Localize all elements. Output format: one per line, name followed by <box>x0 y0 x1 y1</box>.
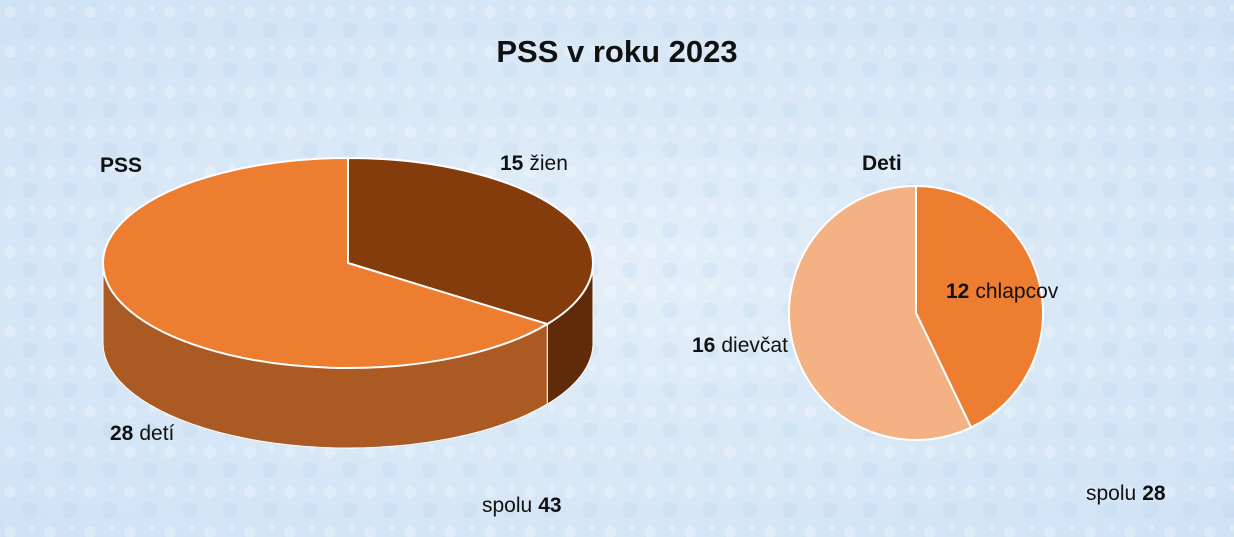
pie-slice <box>788 184 973 441</box>
total-value: 43 <box>538 494 561 517</box>
data-label-value: 28 <box>110 422 134 445</box>
pie-title: Deti <box>862 152 902 175</box>
data-label: 28 detí <box>110 422 175 445</box>
total-value: 28 <box>1142 482 1166 505</box>
data-label: 12 chlapcov <box>946 280 1059 303</box>
data-label: 15 žien <box>500 152 568 175</box>
total-text: spolu <box>1086 482 1136 505</box>
data-label-value: 15 <box>500 152 524 175</box>
data-label-category: žien <box>529 152 568 175</box>
data-label-value: 16 <box>692 334 715 357</box>
data-label: 16 dievčat <box>692 334 788 357</box>
page-title: PSS v roku 2023 <box>496 34 737 69</box>
pie-slice <box>915 184 1044 429</box>
pie-title: PSS <box>100 154 142 177</box>
total-text: spolu <box>482 494 532 517</box>
data-label-category: detí <box>139 422 174 445</box>
total-label: spolu 43 <box>482 494 562 517</box>
data-label-category: chlapcov <box>975 280 1058 303</box>
pie-slice <box>347 156 594 326</box>
total-label: spolu 28 <box>1086 482 1166 505</box>
data-label-value: 12 <box>946 280 969 303</box>
pie-slice <box>102 156 550 369</box>
data-label-category: dievčat <box>721 334 788 357</box>
